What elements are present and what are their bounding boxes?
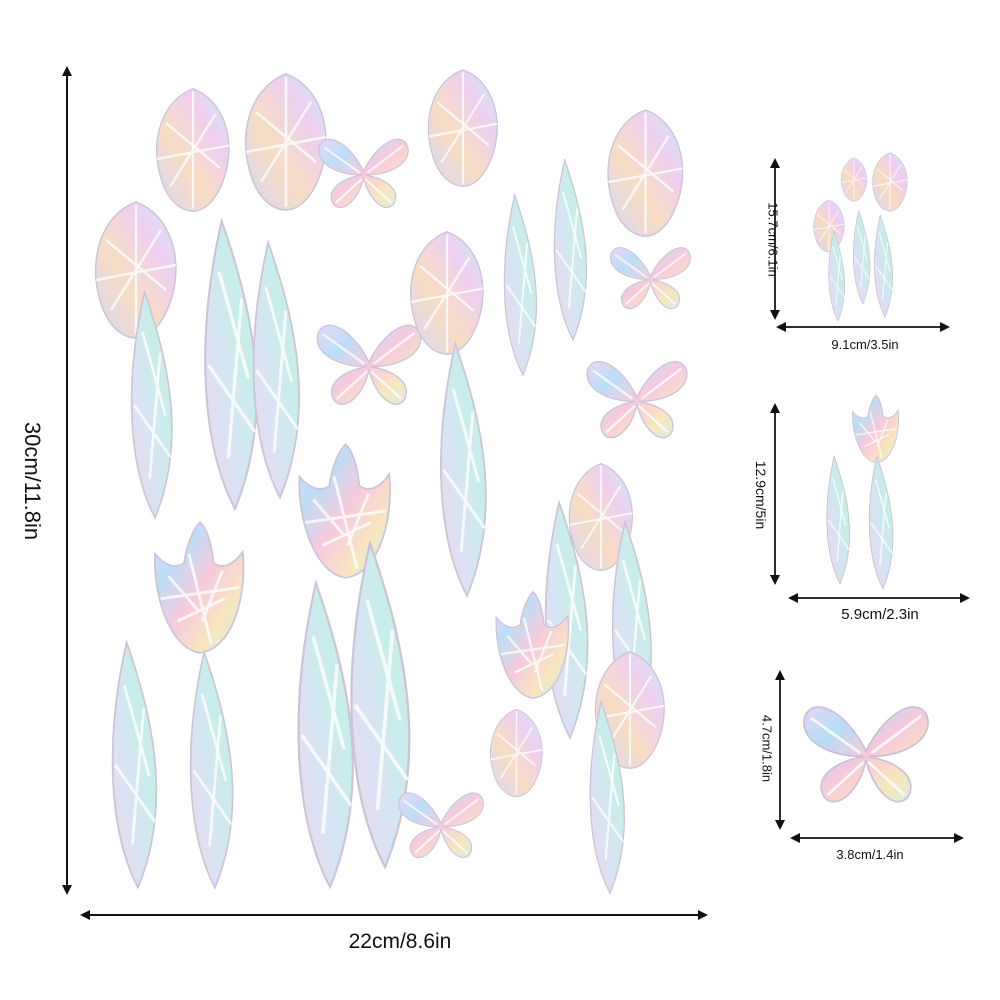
leaf-8 — [188, 650, 235, 890]
butterfly-width-label: 3.8cm/1.4in — [836, 847, 904, 862]
tulip-flower-1 — [153, 520, 246, 655]
main-sticker-sheet — [94, 68, 692, 894]
main-width-label: 22cm/8.6in — [348, 930, 452, 953]
leaf-6 — [439, 342, 488, 598]
tulip-bud-3 — [94, 200, 178, 340]
sample-single-tulip — [770, 394, 970, 603]
tulip-flower-2 — [297, 442, 392, 580]
butterfly-1 — [317, 137, 410, 210]
butterfly-height-label: 4.7cm/1.8in — [759, 714, 775, 783]
tulip-bud-1 — [155, 87, 231, 213]
sample-butterfly — [775, 670, 964, 843]
butterfly-2 — [315, 323, 423, 406]
leaf-9 — [299, 583, 353, 887]
tulip-bud-5 — [606, 108, 684, 238]
main-height-label: 30cm/11.8in — [20, 421, 45, 541]
butterfly-3 — [609, 246, 692, 310]
leaf-1 — [129, 290, 174, 520]
double-tulip-width-label: 9.1cm/3.5in — [831, 337, 899, 352]
tulip-bud-9 — [489, 708, 544, 798]
butterfly-5 — [397, 791, 485, 859]
tulip-bud-2 — [244, 72, 328, 212]
single-tulip-width-label: 5.9cm/2.3in — [841, 606, 919, 623]
leaf-2 — [203, 219, 259, 511]
leaf-5 — [554, 160, 586, 340]
double-tulip-height-label: 15.7cm/6.1in — [765, 202, 781, 277]
leaf-7 — [113, 642, 157, 887]
butterfly-4 — [585, 360, 689, 440]
single-tulip-height-label: 12.9cm/5in — [753, 460, 769, 530]
tulip-bud-4 — [427, 68, 499, 188]
sample-double-tulip — [770, 152, 950, 332]
tulip-bud-6 — [409, 230, 485, 356]
leaf-10 — [349, 541, 412, 869]
leaf-3 — [251, 240, 301, 500]
leaf-4 — [502, 193, 539, 377]
